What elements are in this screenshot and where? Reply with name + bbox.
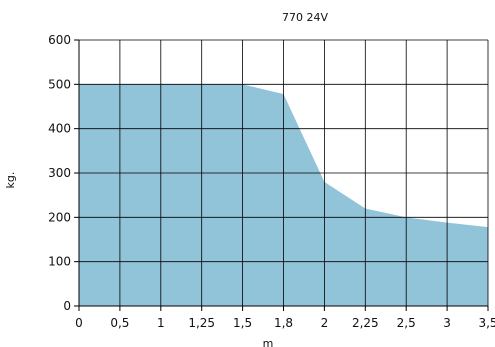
y-tick-label: 600: [48, 33, 71, 47]
x-tick-label: 2: [321, 316, 329, 330]
x-tick-label: 2,25: [352, 316, 379, 330]
x-tick-label: 2,5: [397, 316, 416, 330]
y-tick-label: 100: [48, 255, 71, 269]
chart-title: 770 24V: [282, 11, 328, 24]
y-tick-label: 300: [48, 166, 71, 180]
x-tick-label: 1: [157, 316, 165, 330]
plot-area: 0 100 200 300 400 500 600 0 0,5 1 1,25 1,5 1,8 2 2,25 2…: [48, 33, 495, 330]
y-tick-label: 500: [48, 77, 71, 91]
y-axis-label: kg.: [4, 172, 17, 189]
x-tick-label: 1,5: [233, 316, 252, 330]
x-tick-label: 1,8: [274, 316, 293, 330]
x-tick-label: 1,25: [188, 316, 215, 330]
y-tick-label: 200: [48, 210, 71, 224]
x-tick-label: 3: [443, 316, 451, 330]
y-tick-label: 400: [48, 122, 71, 136]
x-tick-label: 3,5: [478, 316, 495, 330]
x-tick-label: 0: [75, 316, 83, 330]
y-tick-label: 0: [63, 299, 71, 313]
x-tick-label: 0,5: [110, 316, 129, 330]
x-axis-label: m: [263, 337, 274, 347]
